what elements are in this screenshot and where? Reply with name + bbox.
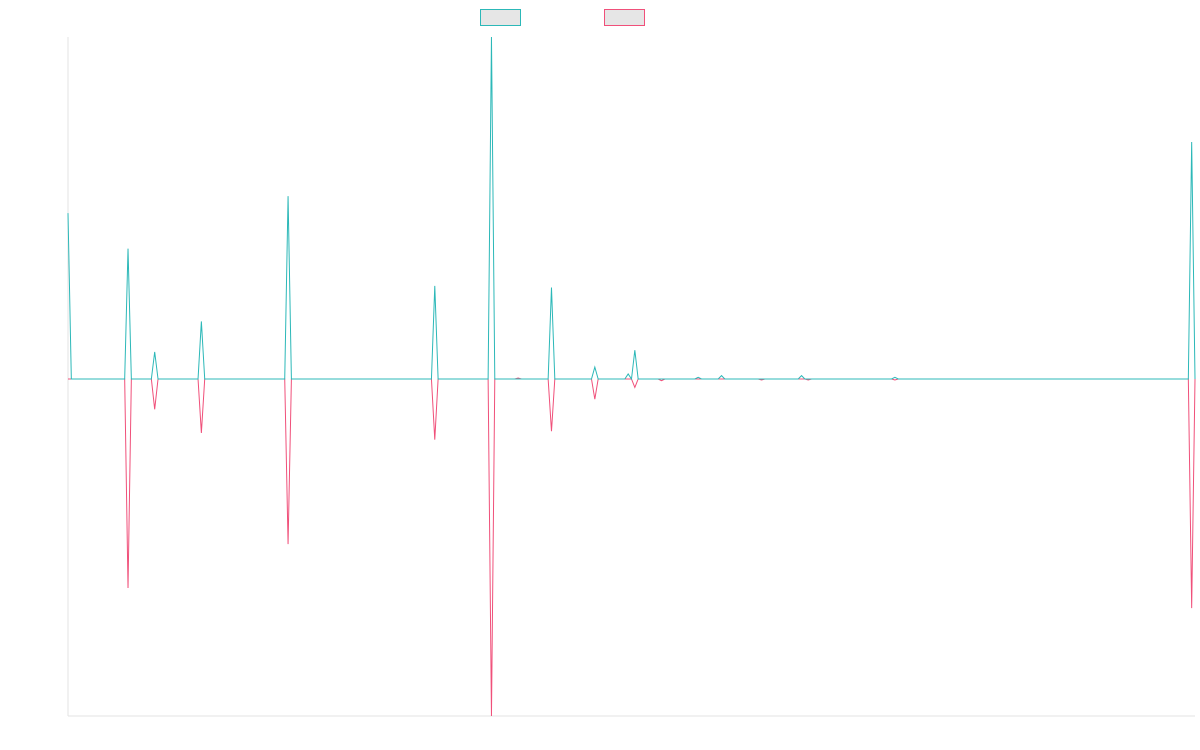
legend[interactable] — [480, 9, 645, 26]
series-1-line — [67, 36, 1196, 381]
axes — [67, 37, 1195, 717]
legend-item-series-2[interactable] — [604, 9, 645, 26]
legend-item-series-1[interactable] — [480, 9, 521, 26]
series-2-line — [68, 377, 1196, 717]
legend-item-series-2-swatch — [604, 9, 645, 26]
legend-item-series-1-swatch — [480, 9, 521, 26]
series-layer — [67, 36, 1196, 717]
